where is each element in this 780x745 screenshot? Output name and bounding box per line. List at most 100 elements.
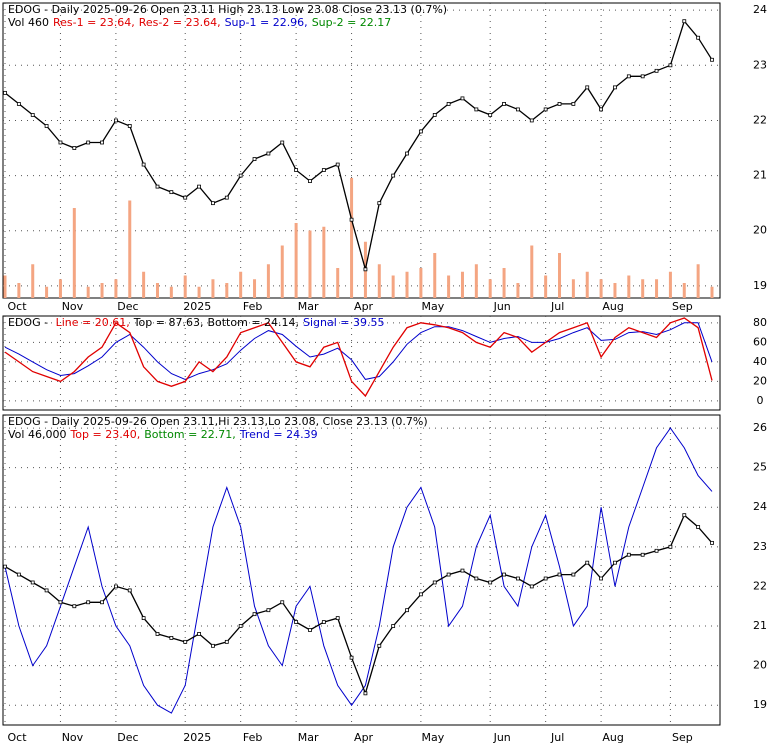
price-point	[640, 552, 645, 557]
price-point	[363, 267, 368, 272]
volume-bar	[197, 286, 201, 298]
price-point	[696, 525, 701, 529]
price-point	[391, 624, 396, 628]
panel-title: EDOG - Daily 2025-09-26 Open 23.11 High …	[8, 3, 447, 16]
price-point	[266, 151, 271, 156]
y-tick-label: 40	[753, 355, 767, 368]
price-point	[321, 168, 326, 172]
price-point	[543, 576, 548, 581]
volume-bar	[183, 275, 187, 298]
price-point	[100, 600, 104, 605]
price-point	[266, 608, 271, 613]
price-point	[86, 140, 91, 145]
volume-bar	[86, 286, 90, 298]
x-tick-label: Apr	[354, 731, 374, 744]
price-line	[4, 514, 713, 696]
x-tick-label: Dec	[117, 300, 138, 313]
price-point	[488, 580, 493, 585]
price-point	[3, 564, 7, 569]
header-item: Top = 87.63,	[133, 316, 204, 329]
panel-header: EDOG - Line = 20.61, Top = 87.63, Bottom =…	[8, 316, 385, 329]
x-tick-label: Dec	[117, 731, 138, 744]
volume-bar	[294, 223, 298, 298]
price-point	[224, 639, 229, 644]
panel-frame	[2, 2, 721, 299]
y-tick-label: 21	[753, 619, 767, 632]
volume-bar	[391, 275, 395, 298]
price-point	[391, 173, 396, 178]
volume-bar	[710, 286, 714, 298]
price-point	[502, 102, 506, 106]
y-tick-label: 20	[753, 224, 767, 237]
price-point	[127, 588, 132, 593]
header-item: Bottom = 22.71,	[144, 428, 236, 441]
price-point	[86, 600, 91, 605]
y-tick-label: 23	[753, 58, 767, 71]
price-point	[529, 584, 534, 589]
price-point	[696, 35, 701, 40]
price-point	[16, 102, 21, 106]
price-point	[44, 124, 49, 128]
x-tick-label: Jun	[493, 731, 511, 744]
x-tick-label: Jul	[550, 731, 564, 744]
price-point	[474, 576, 479, 581]
price-line	[4, 19, 713, 270]
price-point	[516, 576, 520, 581]
price-point	[58, 140, 63, 145]
price-point	[100, 140, 104, 145]
volume-bar	[350, 178, 354, 298]
price-point	[529, 118, 534, 123]
trend-line	[4, 427, 713, 714]
volume-bar	[544, 275, 548, 298]
volume-bar	[280, 245, 284, 298]
signal-line	[4, 322, 713, 380]
price-point	[585, 560, 590, 565]
price-point	[682, 513, 687, 518]
price-point	[377, 643, 382, 648]
price-point	[516, 107, 520, 112]
x-tick-label: May	[422, 731, 445, 744]
volume-bar	[502, 268, 506, 298]
price-point	[114, 584, 118, 589]
header-item: Top = 23.40,	[69, 428, 140, 441]
volume-bar	[211, 279, 215, 298]
price-point	[446, 102, 451, 106]
price-point	[418, 129, 423, 134]
price-point	[321, 620, 326, 624]
price-point	[710, 540, 714, 545]
price-point	[72, 604, 77, 609]
panel-title: EDOG - Daily 2025-09-26 Open 23.11,Hi 23…	[8, 415, 428, 428]
price-point	[252, 612, 257, 617]
volume-bar	[253, 279, 257, 298]
volume-bar	[460, 271, 464, 298]
price-point	[668, 544, 673, 549]
price-point	[183, 195, 188, 200]
price-point	[460, 96, 465, 101]
price-point	[418, 592, 423, 597]
price-point	[571, 102, 576, 106]
price-point	[155, 184, 160, 189]
x-tick-label: Mar	[298, 300, 319, 313]
price-point	[280, 600, 285, 605]
volume-bar	[100, 283, 104, 298]
y-tick-label: 19	[753, 698, 767, 711]
price-point	[710, 57, 714, 62]
price-point	[377, 201, 382, 206]
y-tick-label: 60	[753, 335, 767, 348]
price-point	[141, 162, 146, 167]
volume-bar	[155, 283, 159, 298]
price-point	[280, 140, 285, 145]
volume-bar	[571, 279, 575, 298]
header-item: Res-2 = 23.64,	[139, 16, 221, 29]
y-tick-label: 20	[753, 374, 767, 387]
price-point	[363, 691, 368, 696]
volume-bar	[58, 279, 62, 298]
volume-bar	[447, 275, 451, 298]
price-point	[405, 151, 409, 156]
price-point	[335, 616, 340, 621]
x-tick-label: Aug	[602, 731, 623, 744]
volume-bar	[142, 271, 146, 298]
x-tick-label: Oct	[7, 731, 27, 744]
volume-bar	[266, 264, 270, 298]
price-point	[44, 588, 49, 593]
